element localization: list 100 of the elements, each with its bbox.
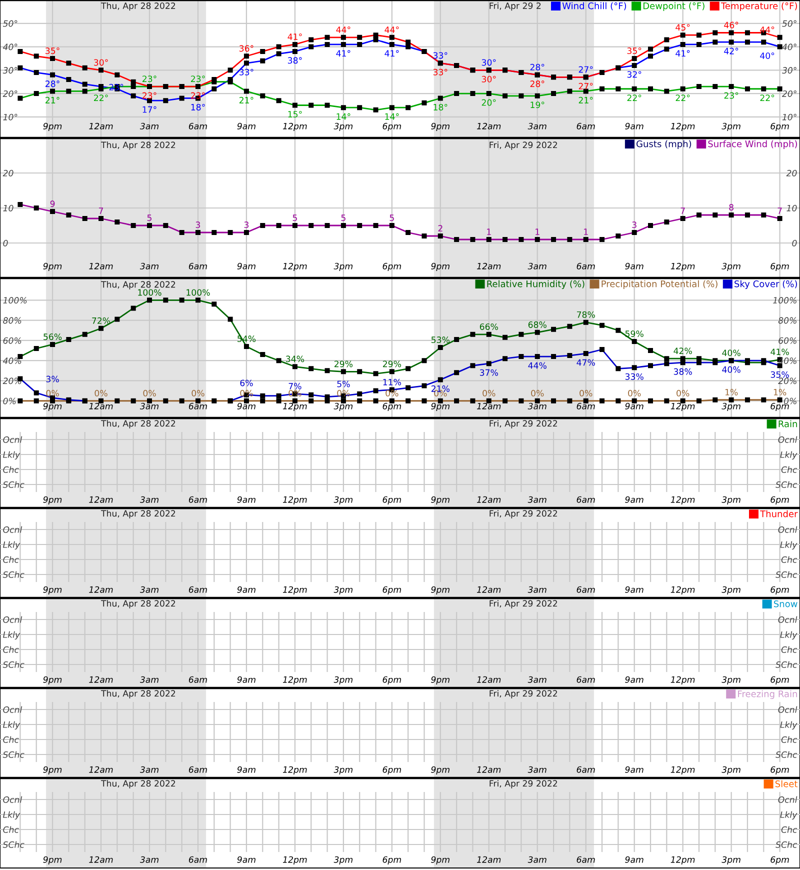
y-tick-label: Chc: [3, 466, 19, 473]
y2-tick-label: Ocnl: [778, 436, 798, 443]
y2-tick-label: Chc: [781, 736, 798, 743]
x-tick-label: 9am: [237, 586, 256, 593]
data-label: 27°: [578, 66, 593, 73]
y-tick-label: 80%: [3, 317, 22, 324]
x-tick-label: 9am: [625, 262, 644, 270]
text: Fri, Apr 29 2022: [490, 420, 558, 428]
data-label: 30°: [482, 76, 496, 82]
x-tick-label: 3pm: [334, 766, 353, 774]
legend-label: Temperature (°F): [720, 2, 797, 11]
data-label: 0%: [386, 390, 398, 396]
y-tick-label: Lkly: [3, 631, 20, 640]
data-label: 5: [292, 214, 297, 222]
x-tick-label: 12am: [477, 122, 501, 130]
x-tick-label: 6am: [188, 496, 207, 503]
x-tick-label: 9pm: [43, 676, 62, 684]
data-label: 29%: [334, 360, 353, 368]
y-tick-label: Chc: [3, 646, 19, 653]
data-label: 44°: [760, 26, 774, 33]
x-tick-label: 6am: [188, 122, 207, 130]
y-tick-label: Chc: [3, 826, 19, 833]
x-tick-label: 3pm: [334, 122, 353, 132]
x-tick-label: 12am: [477, 402, 501, 410]
x-tick-label: 6pm: [770, 766, 789, 774]
x-tick-label: 6am: [188, 676, 207, 683]
data-label: 8: [729, 204, 734, 211]
data-label: 35°: [46, 48, 60, 54]
data-label: 42%: [674, 348, 692, 354]
data-label: 28°: [530, 64, 544, 70]
x-tick-label: 12pm: [282, 262, 307, 272]
x-tick-label: 3pm: [334, 496, 353, 504]
x-tick-label: 9pm: [43, 402, 62, 412]
y-tick-label: Chc: [3, 556, 19, 563]
data-label: 23°: [190, 76, 205, 82]
data-label: 44°: [336, 26, 350, 33]
y2-tick-label: SChc: [776, 751, 798, 758]
x-tick-label: 9am: [625, 122, 644, 130]
data-label: 3: [244, 222, 249, 228]
y2-tick-label: Lkly: [780, 721, 798, 730]
x-tick-label: 3pm: [722, 496, 740, 504]
x-tick-label: 9am: [625, 856, 644, 863]
data-label: 32°: [627, 71, 642, 78]
data-label: 68%: [528, 321, 546, 328]
data-label: 19°: [530, 102, 544, 108]
data-label: 41°: [336, 50, 350, 57]
x-tick-label: 6pm: [770, 856, 789, 864]
x-tick-label: 9am: [625, 586, 644, 593]
x-tick-label: 6am: [188, 402, 207, 410]
x-tick-label: 12am: [477, 262, 501, 270]
y2-tick-label: 10°: [782, 114, 796, 120]
y2-tick-label: Ocnl: [778, 796, 798, 803]
legend-label: Gusts (mph): [636, 140, 692, 149]
data-label: 33%: [625, 373, 644, 380]
x-tick-label: 9am: [625, 766, 644, 773]
data-label: 0%: [94, 390, 108, 396]
x-tick-label: 12am: [477, 676, 501, 683]
y2-tick-label: SChc: [776, 841, 798, 848]
data-label: 5%: [337, 380, 350, 388]
text: Thu, Apr 28 2022: [100, 690, 176, 698]
y2-tick-label: Chc: [781, 826, 798, 833]
y2-tick-label: 30°: [782, 67, 796, 74]
data-label: 41°: [384, 50, 399, 57]
x-tick-label: 9am: [625, 676, 644, 683]
y2-tick-label: Ocnl: [778, 706, 798, 713]
x-tick-label: 12am: [477, 856, 501, 863]
data-label: 44%: [528, 362, 546, 369]
legend-label: Wind Chill (°F): [562, 2, 626, 10]
x-tick-label: 3pm: [722, 122, 740, 132]
data-label: 40°: [760, 52, 774, 59]
x-tick-label: 12pm: [282, 766, 307, 774]
data-label: 21°: [46, 96, 60, 104]
y-tick-label: 10: [3, 204, 14, 212]
x-tick-label: 3am: [528, 496, 546, 503]
data-label: 1: [536, 228, 540, 235]
y-tick-label: SChc: [2, 661, 24, 668]
x-tick-label: 3am: [140, 766, 158, 773]
x-tick-label: 6am: [576, 586, 595, 593]
x-tick-label: 6am: [576, 402, 595, 410]
data-label: 14°: [336, 113, 350, 120]
y2-tick-label: 100%: [773, 297, 796, 304]
annotation: Fri, Apr 29 2022: [490, 142, 558, 150]
y-tick-label: Ocnl: [3, 796, 22, 803]
data-label: 0%: [288, 390, 302, 396]
x-tick-label: 9pm: [43, 262, 62, 272]
y-tick-label: SChc: [2, 481, 24, 488]
data-label: 66%: [480, 323, 498, 330]
y-tick-label: Ocnl: [3, 616, 22, 623]
y2-tick-label: SChc: [776, 481, 798, 488]
text: Thu, Apr 28 2022: [100, 420, 176, 428]
x-tick-label: 9am: [625, 496, 644, 503]
data-label: 0%: [482, 390, 496, 396]
x-tick-label: 6am: [576, 856, 595, 863]
x-tick-label: 12pm: [670, 402, 695, 412]
data-label: 36°: [239, 45, 254, 52]
y-tick-label: 40°: [2, 44, 18, 50]
x-tick-label: 6pm: [382, 122, 401, 132]
data-label: 1: [487, 228, 491, 235]
data-label: 41°: [676, 50, 690, 57]
x-tick-label: 12pm: [670, 856, 695, 864]
